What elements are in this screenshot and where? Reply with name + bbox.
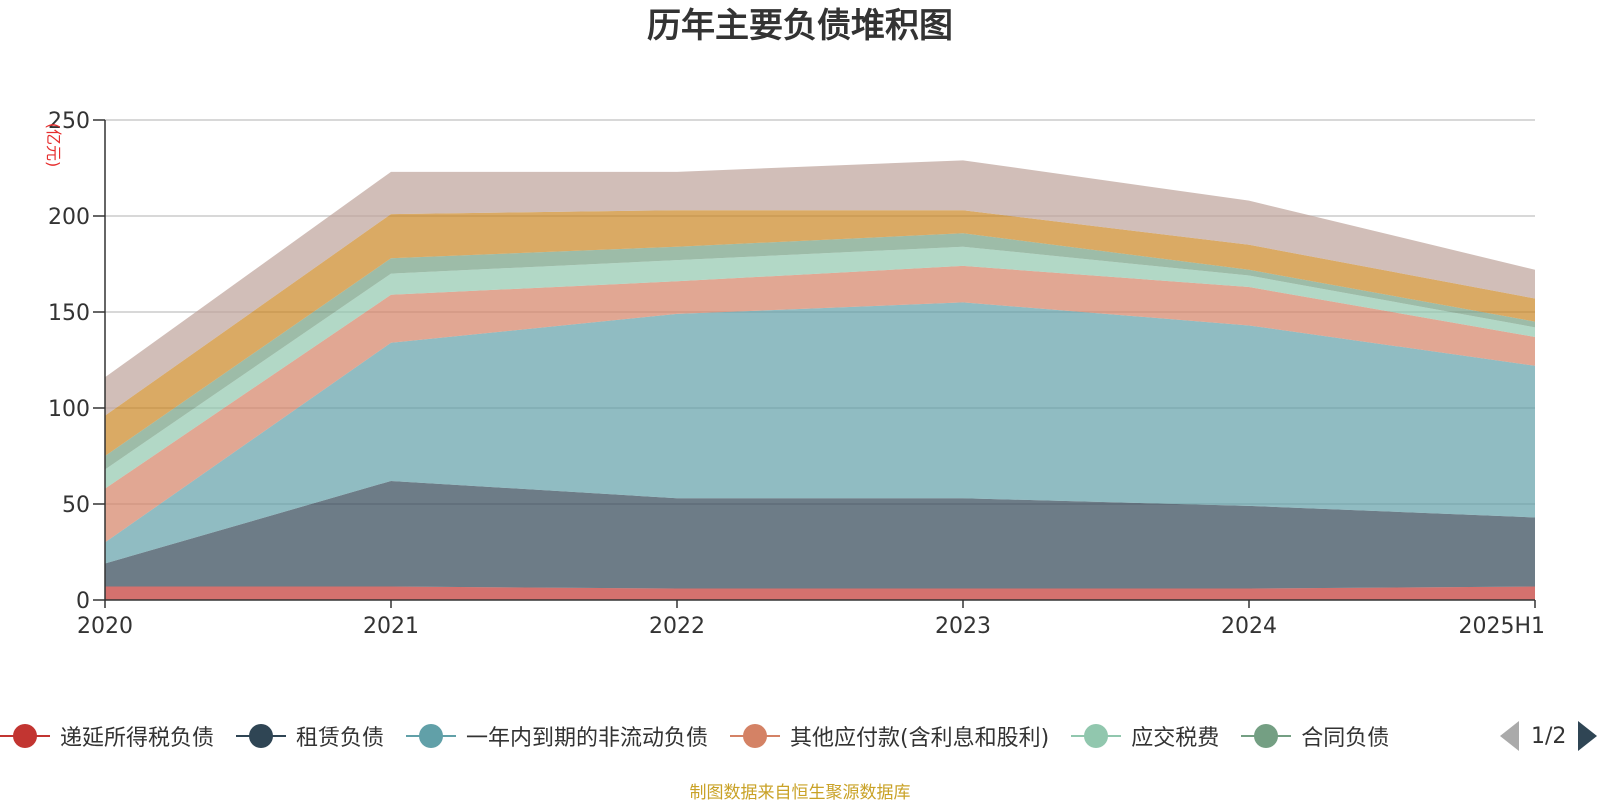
legend-swatch-icon bbox=[406, 724, 457, 748]
legend-item[interactable]: 租赁负债 bbox=[236, 718, 384, 754]
triangle-right-icon[interactable] bbox=[1578, 721, 1598, 751]
legend-label: 应交税费 bbox=[1131, 726, 1220, 751]
x-tick-label: 2023 bbox=[935, 614, 991, 639]
legend: 递延所得税负债 租赁负债 一年内到期的非流动负债 其他应付款(含利息和股利) 应交税费 合… bbox=[0, 718, 1600, 754]
legend-item[interactable]: 其他应付款(含利息和股利) bbox=[730, 718, 1049, 754]
y-tick-label: 100 bbox=[48, 397, 90, 422]
legend-item[interactable]: 递延所得税负债 bbox=[0, 718, 214, 754]
area-series-3[interactable] bbox=[105, 302, 1535, 564]
area-series-8[interactable] bbox=[105, 160, 1535, 416]
legend-item[interactable]: 一年内到期的非流动负债 bbox=[406, 718, 708, 754]
source-note: 制图数据来自恒生聚源数据库 bbox=[689, 783, 911, 803]
legend-pager: 1/2 bbox=[1500, 718, 1598, 754]
axes: 0 50 100 150 200 250 2020 2021 2022 2023 2024 2025H… bbox=[48, 109, 1545, 639]
legend-swatch-icon bbox=[730, 724, 781, 748]
legend-swatch-icon bbox=[0, 724, 50, 748]
y-tick-label: 200 bbox=[48, 205, 90, 230]
area-series-4[interactable] bbox=[105, 265, 1535, 543]
x-tick-label: 2021 bbox=[363, 614, 419, 639]
x-tick-label: 2025H1 bbox=[1458, 614, 1545, 639]
legend-swatch-icon bbox=[1241, 724, 1292, 748]
x-tick-label: 2020 bbox=[77, 614, 133, 639]
y-tick-label: 0 bbox=[76, 589, 90, 614]
legend-label: 租赁负债 bbox=[296, 726, 385, 751]
y-tick-label: 50 bbox=[62, 493, 90, 518]
triangle-left-icon[interactable] bbox=[1500, 721, 1519, 751]
legend-label: 其他应付款(含利息和股利) bbox=[790, 726, 1050, 751]
y-axis-unit-label: (亿元) bbox=[44, 123, 63, 168]
legend-label: 递延所得税负债 bbox=[60, 726, 215, 751]
area-series-group bbox=[105, 160, 1535, 600]
legend-label: 合同负债 bbox=[1301, 726, 1390, 751]
legend-label: 一年内到期的非流动负债 bbox=[466, 726, 709, 751]
legend-page-indicator: 1/2 bbox=[1531, 723, 1567, 749]
legend-swatch-icon bbox=[236, 724, 287, 748]
y-tick-label: 150 bbox=[48, 301, 90, 326]
chart-plot: 0 50 100 150 200 250 2020 2021 2022 2023 2024 2025H… bbox=[44, 109, 1545, 639]
x-tick-label: 2024 bbox=[1221, 614, 1277, 639]
legend-item[interactable]: 应交税费 bbox=[1071, 718, 1219, 754]
y-tick-label: 250 bbox=[48, 109, 90, 134]
x-tick-label: 2022 bbox=[649, 614, 705, 639]
legend-swatch-icon bbox=[1071, 724, 1122, 748]
legend-item[interactable]: 合同负债 bbox=[1241, 718, 1389, 754]
area-series-1[interactable] bbox=[105, 586, 1535, 600]
area-series-2[interactable] bbox=[105, 480, 1535, 589]
chart-title: 历年主要负债堆积图 bbox=[647, 6, 953, 46]
